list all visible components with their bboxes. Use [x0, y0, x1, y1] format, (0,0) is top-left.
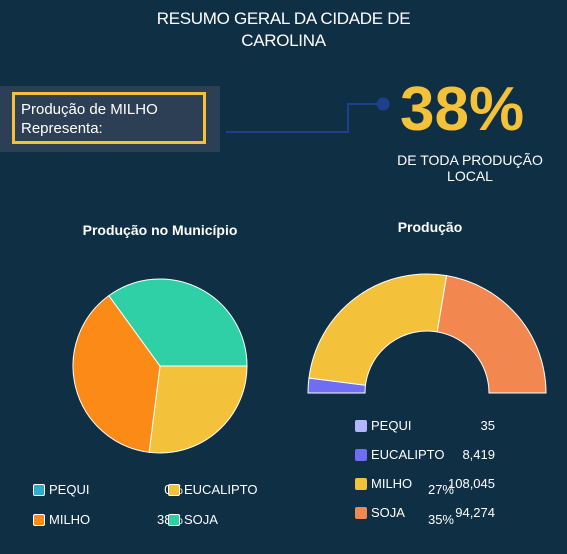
callout-label-line-1: Produção de MILHO — [21, 101, 158, 118]
pie-legend-item-eucalipto: EUCALIPTO 27% — [168, 482, 454, 498]
legend-swatch — [355, 478, 367, 490]
pie-legend-item-soja: SOJA 35% — [168, 512, 454, 528]
page-title: RESUMO GERAL DA CIDADE DE CAROLINA — [0, 8, 567, 52]
legend-name: MILHO — [371, 476, 413, 491]
legend-swatch — [33, 514, 45, 526]
connector-dot — [376, 97, 390, 111]
donut-segment-soja — [436, 275, 547, 394]
legend-value: 8,419 — [462, 447, 495, 462]
legend-swatch — [355, 507, 367, 519]
legend-swatch — [355, 449, 367, 461]
callout-sub-line-2: LOCAL — [447, 168, 493, 184]
callout-percent: 38% — [400, 75, 525, 144]
pie-legend-item-pequi: PEQUI0% — [33, 482, 183, 498]
legend-swatch — [168, 484, 180, 496]
pie-slice-soja — [108, 278, 248, 367]
callout-label-box: Produção de MILHO Representa: — [12, 92, 206, 144]
title-line-1: RESUMO GERAL DA CIDADE DE — [156, 9, 411, 28]
pie-slice-eucalipto — [148, 365, 248, 454]
gauge-legend-item-eucalipto: EUCALIPTO 8,419 — [355, 447, 495, 463]
legend-name: SOJA — [184, 512, 218, 527]
pie-slice-milho — [72, 294, 161, 453]
legend-swatch — [33, 484, 45, 496]
legend-name: SOJA — [371, 505, 405, 520]
donut-segment-milho — [308, 273, 448, 386]
legend-swatch — [168, 514, 180, 526]
legend-name: PEQUI — [371, 418, 412, 433]
legend-swatch — [355, 420, 367, 432]
callout-label-line-2: Representa: — [21, 120, 103, 137]
legend-name: EUCALIPTO — [371, 447, 445, 462]
legend-value: 108,045 — [448, 476, 495, 491]
gauge-chart-title: Produção — [397, 219, 463, 235]
gauge-legend-item-milho: MILHO 108,045 — [355, 476, 495, 492]
callout-sub-line-1: DE TODA PRODUÇÃO — [397, 152, 543, 168]
legend-value: 27% — [427, 482, 454, 497]
legend-value: 35% — [427, 512, 454, 527]
connector-line — [226, 103, 383, 133]
legend-value: 35 — [480, 418, 495, 433]
gauge-legend-item-soja: SOJA 94,274 — [355, 505, 495, 521]
pie-legend-item-milho: MILHO38% — [33, 512, 183, 528]
legend-name: EUCALIPTO — [184, 482, 258, 497]
legend-name: PEQUI — [49, 482, 90, 497]
callout-subtitle: DE TODA PRODUÇÃO LOCAL — [390, 152, 550, 184]
pie-chart-title: Produção no Município — [82, 222, 238, 238]
legend-value: 94,274 — [455, 505, 495, 520]
gauge-legend-item-pequi: PEQUI 35 — [355, 418, 495, 434]
title-line-2: CAROLINA — [241, 31, 326, 50]
legend-name: MILHO — [49, 512, 91, 527]
